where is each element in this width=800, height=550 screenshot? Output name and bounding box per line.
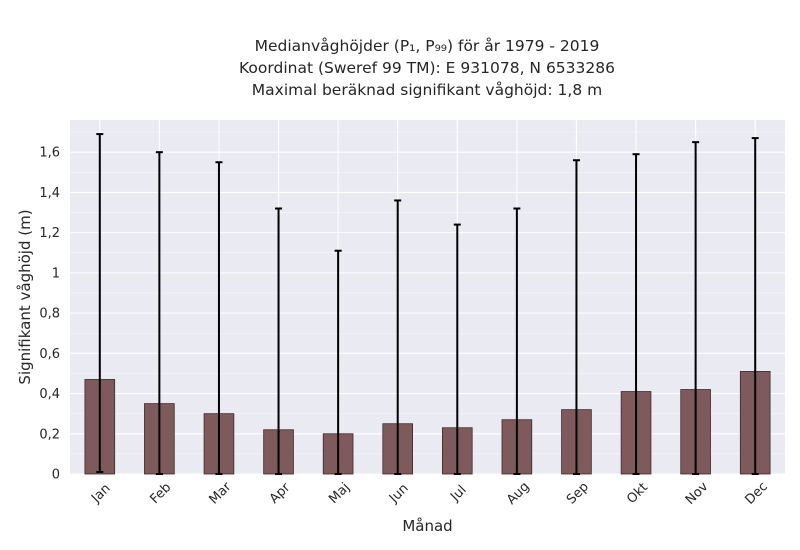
y-tick-label: 1,4	[39, 186, 60, 201]
x-tick-label-jan: Jan	[88, 481, 113, 506]
y-tick-label: 0,4	[39, 387, 60, 402]
x-tick-label-jun: Jun	[386, 481, 412, 507]
x-tick-label-aug: Aug	[504, 479, 533, 508]
error-bars	[96, 133, 759, 475]
chart-title: Medianvåghöjder (P₁, P₉₉) för år 1979 - …	[239, 37, 615, 99]
x-tick-label-maj: Maj	[326, 480, 353, 507]
x-axis-ticks: Jan Feb Mar Apr Maj Jun Jul Aug Sep Okt Nov Dec	[88, 479, 771, 508]
title-line-2: Koordinat (Sweref 99 TM): E 931078, N 65…	[239, 59, 615, 77]
y-axis-label: Signifikant våghöjd (m)	[16, 209, 34, 384]
x-axis-label: Månad	[402, 517, 452, 535]
plot-area	[70, 120, 785, 474]
x-tick-label-nov: Nov	[683, 479, 712, 508]
y-tick-label: 1	[52, 266, 60, 281]
y-tick-label: 1,6	[39, 146, 60, 161]
x-tick-label-sep: Sep	[564, 480, 592, 508]
y-tick-label: 0,2	[39, 427, 60, 442]
x-tick-label-jul: Jul	[447, 483, 469, 505]
y-axis-ticks: 0 0,2 0,4 0,6 0,8 1 1,2 1,4 1,6	[39, 146, 60, 483]
x-tick-label-apr: Apr	[267, 480, 294, 507]
y-tick-label: 1,2	[39, 226, 60, 241]
x-tick-label-okt: Okt	[624, 480, 651, 507]
title-line-1: Medianvåghöjder (P₁, P₉₉) för år 1979 - …	[255, 37, 600, 55]
x-tick-label-dec: Dec	[743, 479, 771, 507]
y-tick-label: 0	[52, 468, 60, 483]
x-tick-label-feb: Feb	[147, 480, 174, 507]
x-tick-label-mar: Mar	[207, 479, 235, 507]
y-tick-label: 0,6	[39, 347, 60, 362]
y-tick-label: 0,8	[39, 307, 60, 322]
title-line-3: Maximal beräknad signifikant våghöjd: 1,…	[252, 81, 602, 99]
